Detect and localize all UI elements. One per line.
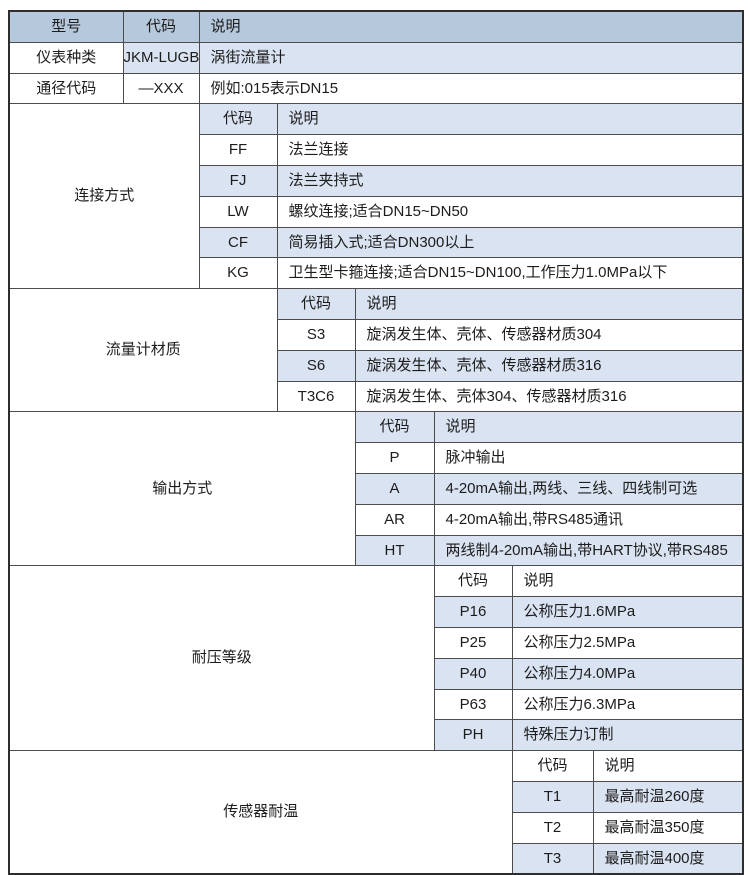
desc-cell: 旋涡发生体、壳体、传感器材质316: [354, 349, 744, 382]
code-cell: HT: [354, 534, 435, 567]
code-cell: P16: [433, 596, 513, 628]
page: 型号 代码 说明 仪表种类 JKM-LUGB 涡街流量计 通径代码 —XXX 例…: [8, 10, 745, 875]
header-cell-desc: 说明: [198, 10, 744, 43]
desc-cell: 最高耐温350度: [592, 811, 744, 844]
desc-cell: 旋涡发生体、壳体304、传感器材质316: [354, 380, 744, 413]
section-label-temperature: 传感器耐温: [8, 750, 513, 875]
section-pressure-header-row: 耐压等级 代码 说明: [8, 565, 744, 752]
model-selection-table: 型号 代码 说明 仪表种类 JKM-LUGB 涡街流量计 通径代码 —XXX 例…: [8, 10, 745, 875]
desc-cell: 法兰夹持式: [276, 164, 744, 197]
code-cell: S6: [276, 349, 356, 382]
desc-cell: 例如:015表示DN15: [198, 72, 744, 105]
table-row: P63 公称压力6.3MPa: [9, 688, 744, 721]
desc-cell: 4-20mA输出,两线、三线、四线制可选: [433, 472, 744, 505]
code-cell: P40: [433, 657, 513, 690]
table-row: PH 特殊压力订制: [9, 719, 744, 752]
sub-header-code: 代码: [433, 565, 513, 598]
code-cell: FJ: [198, 164, 278, 197]
code-cell: LW: [198, 195, 278, 228]
table-row-instrument-type: 仪表种类 JKM-LUGB 涡街流量计: [8, 41, 744, 74]
table-row: A 4-20mA输出,两线、三线、四线制可选: [9, 472, 744, 505]
section-material-header-row: 流量计材质 代码 说明: [8, 288, 744, 413]
section-label-pressure: 耐压等级: [8, 565, 435, 752]
desc-cell: 卫生型卡箍连接;适合DN15~DN100,工作压力1.0MPa以下: [276, 257, 744, 290]
label-cell: 通径代码: [8, 72, 124, 105]
table-row: S6 旋涡发生体、壳体、传感器材质316: [9, 349, 744, 382]
code-cell: T1: [511, 780, 594, 813]
code-cell: KG: [198, 257, 278, 290]
desc-cell: 特殊压力订制: [511, 719, 744, 752]
sub-header-desc: 说明: [276, 103, 744, 136]
code-cell: —XXX: [122, 72, 200, 105]
section-label-connection: 连接方式: [8, 103, 200, 290]
table-row: P 脉冲输出: [9, 442, 744, 474]
code-cell: T3C6: [276, 380, 356, 413]
sub-header-desc: 说明: [592, 750, 744, 782]
code-cell: A: [354, 472, 435, 505]
table-row: AR 4-20mA输出,带RS485通讯: [9, 503, 744, 536]
table-row: FF 法兰连接: [9, 134, 744, 166]
code-cell: P63: [433, 688, 513, 721]
table-row: CF 简易插入式;适合DN300以上: [9, 226, 744, 259]
desc-cell: 法兰连接: [276, 134, 744, 166]
code-cell: CF: [198, 226, 278, 259]
code-cell: FF: [198, 134, 278, 166]
section-label-material: 流量计材质: [8, 288, 278, 413]
sub-header-desc: 说明: [511, 565, 744, 598]
sub-header-desc: 说明: [354, 288, 744, 320]
label-cell: 仪表种类: [8, 41, 124, 74]
section-connection-header-row: 连接方式 代码 说明: [8, 103, 744, 290]
desc-cell: 最高耐温260度: [592, 780, 744, 813]
code-cell: P: [354, 442, 435, 474]
code-cell: AR: [354, 503, 435, 536]
sub-header-desc: 说明: [433, 411, 744, 444]
code-cell: PH: [433, 719, 513, 752]
code-cell: JKM-LUGB: [122, 41, 200, 74]
code-cell: S3: [276, 318, 356, 351]
desc-cell: 脉冲输出: [433, 442, 744, 474]
sub-header-code: 代码: [511, 750, 594, 782]
desc-cell: 最高耐温400度: [592, 842, 744, 875]
desc-cell: 公称压力6.3MPa: [511, 688, 744, 721]
desc-cell: 4-20mA输出,带RS485通讯: [433, 503, 744, 536]
table-row: T3C6 旋涡发生体、壳体304、传感器材质316: [9, 380, 744, 413]
desc-cell: 公称压力4.0MPa: [511, 657, 744, 690]
desc-cell: 涡街流量计: [198, 41, 744, 74]
table-row-diameter-code: 通径代码 —XXX 例如:015表示DN15: [8, 72, 744, 105]
sub-header-code: 代码: [354, 411, 435, 444]
desc-cell: 螺纹连接;适合DN15~DN50: [276, 195, 744, 228]
table-row: T2 最高耐温350度: [9, 811, 744, 844]
section-output-header-row: 输出方式 代码 说明: [8, 411, 744, 567]
table-row: HT 两线制4-20mA输出,带HART协议,带RS485: [9, 534, 744, 567]
table-row: P16 公称压力1.6MPa: [9, 596, 744, 628]
section-label-output: 输出方式: [8, 411, 356, 567]
desc-cell: 公称压力1.6MPa: [511, 596, 744, 628]
table-row: P25 公称压力2.5MPa: [9, 626, 744, 659]
code-cell: P25: [433, 626, 513, 659]
code-cell: T2: [511, 811, 594, 844]
header-cell-model: 型号: [8, 10, 124, 43]
desc-cell: 简易插入式;适合DN300以上: [276, 226, 744, 259]
sub-header-code: 代码: [198, 103, 278, 136]
sub-header-code: 代码: [276, 288, 356, 320]
table-header-row: 型号 代码 说明: [8, 10, 744, 43]
desc-cell: 旋涡发生体、壳体、传感器材质304: [354, 318, 744, 351]
code-cell: T3: [511, 842, 594, 875]
table-row: T1 最高耐温260度: [9, 780, 744, 813]
table-row: LW 螺纹连接;适合DN15~DN50: [9, 195, 744, 228]
table-row: FJ 法兰夹持式: [9, 164, 744, 197]
table-row: KG 卫生型卡箍连接;适合DN15~DN100,工作压力1.0MPa以下: [9, 257, 744, 290]
header-cell-code: 代码: [122, 10, 200, 43]
desc-cell: 两线制4-20mA输出,带HART协议,带RS485: [433, 534, 744, 567]
section-temperature-header-row: 传感器耐温 代码 说明: [8, 750, 744, 875]
desc-cell: 公称压力2.5MPa: [511, 626, 744, 659]
